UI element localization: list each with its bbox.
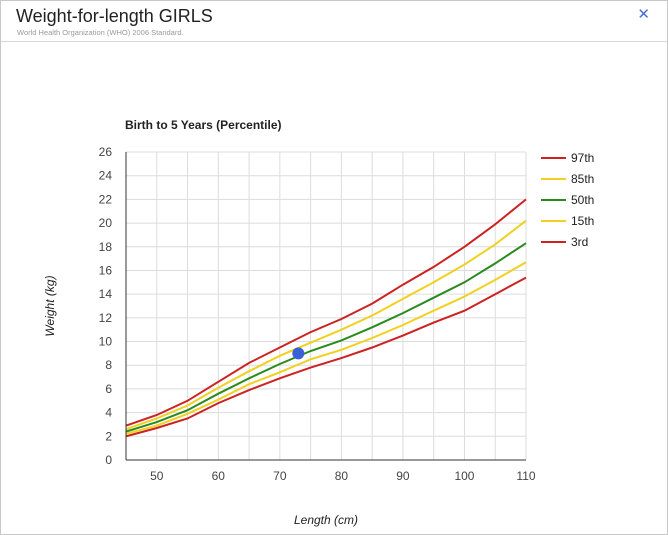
x-tick-label: 50 bbox=[150, 469, 164, 483]
y-tick-label: 12 bbox=[99, 311, 113, 325]
legend-label-85th: 85th bbox=[571, 172, 594, 186]
y-tick-label: 10 bbox=[99, 335, 113, 349]
chart-legend: 97th 85th 50th 15th 3rd bbox=[541, 151, 594, 249]
x-tick-label: 90 bbox=[396, 469, 410, 483]
y-tick-label: 24 bbox=[99, 169, 113, 183]
legend-label-15th: 15th bbox=[571, 214, 594, 228]
legend-label-50th: 50th bbox=[571, 193, 594, 207]
y-axis-label: Weight (kg) bbox=[43, 275, 57, 336]
series-line-85th bbox=[125, 219, 527, 431]
x-tick-label: 60 bbox=[212, 469, 226, 483]
x-tick-label: 80 bbox=[335, 469, 349, 483]
y-tick-label: 0 bbox=[105, 453, 112, 467]
y-tick-label: 18 bbox=[99, 240, 113, 254]
y-tick-label: 22 bbox=[99, 192, 113, 206]
series-line-50th bbox=[125, 242, 527, 433]
y-tick-label: 2 bbox=[105, 429, 112, 443]
close-icon[interactable]: ✕ bbox=[637, 5, 650, 23]
y-tick-label: 8 bbox=[105, 358, 112, 372]
chart-title: Birth to 5 Years (Percentile) bbox=[125, 118, 282, 132]
x-tick-label: 100 bbox=[454, 469, 474, 483]
series-line-3rd bbox=[125, 276, 527, 438]
x-axis-label: Length (cm) bbox=[294, 513, 358, 527]
dialog-title: Weight-for-length GIRLS bbox=[16, 6, 213, 26]
chart-marker bbox=[292, 347, 305, 360]
dialog-subtitle: World Health Organization (WHO) 2006 Sta… bbox=[17, 28, 184, 37]
x-tick-label: 70 bbox=[273, 469, 287, 483]
y-tick-label: 20 bbox=[99, 216, 113, 230]
series-line-15th bbox=[125, 261, 527, 435]
y-tick-label: 14 bbox=[99, 287, 113, 301]
chart-lines bbox=[125, 198, 527, 438]
y-tick-label: 26 bbox=[99, 145, 113, 159]
dialog-header: Weight-for-length GIRLS World Health Org… bbox=[1, 1, 667, 42]
legend-label-97th: 97th bbox=[571, 151, 594, 165]
x-tick-label: 110 bbox=[516, 469, 535, 483]
y-tick-label: 4 bbox=[105, 406, 112, 420]
legend-label-3rd: 3rd bbox=[571, 235, 588, 249]
series-line-97th bbox=[125, 198, 527, 427]
y-tick-label: 6 bbox=[105, 382, 112, 396]
y-tick-label: 16 bbox=[99, 263, 113, 277]
child-measurement-point[interactable] bbox=[292, 347, 305, 360]
